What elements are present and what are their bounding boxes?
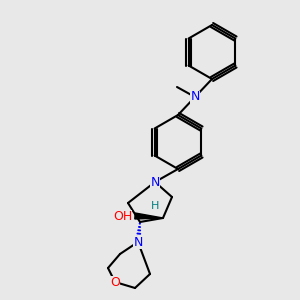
Text: N: N [150,176,160,188]
Text: OH: OH [113,209,132,223]
Polygon shape [135,213,163,219]
Text: N: N [133,236,143,248]
Text: N: N [190,91,200,103]
Text: H: H [151,201,159,211]
Text: O: O [110,275,120,289]
